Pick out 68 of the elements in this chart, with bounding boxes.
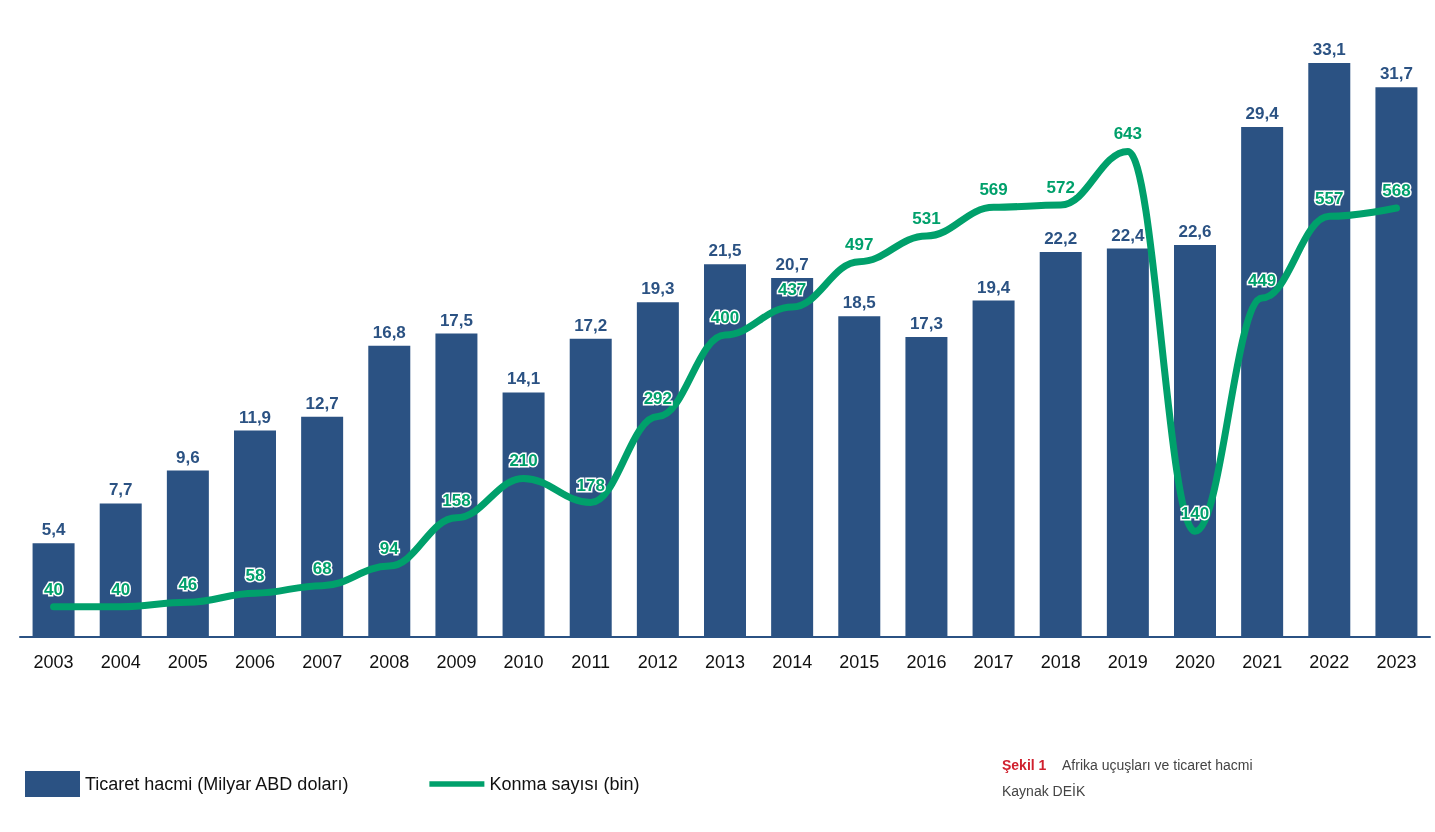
data-label: 557 (1315, 189, 1344, 209)
x-tick-label: 2004 (100, 652, 141, 672)
x-tick-label: 2018 (1040, 652, 1081, 672)
data-label: 33,1 (1312, 39, 1346, 59)
data-label: 568 (1382, 181, 1411, 201)
x-tick-label: 2007 (302, 652, 343, 672)
data-label: 58 (245, 566, 265, 586)
data-label: 40 (44, 579, 64, 599)
data-label: 17,3 (909, 313, 943, 333)
data-label: 12,7 (305, 393, 339, 413)
x-tick-label: 2010 (503, 652, 544, 672)
x-tick-label: 2006 (234, 652, 276, 672)
data-label: 19,4 (977, 277, 1011, 297)
x-tick-label: 2022 (1309, 652, 1350, 672)
data-label: 140 (1180, 504, 1210, 524)
x-tick-label: 2023 (1376, 652, 1417, 672)
data-label: 46 (178, 575, 198, 595)
x-tick-label: 2012 (637, 652, 678, 672)
data-label: 11,9 (238, 407, 272, 427)
data-label: 17,2 (574, 315, 608, 335)
data-label: 31,7 (1379, 64, 1413, 84)
data-label: 292 (643, 389, 673, 409)
data-label: 68 (312, 558, 332, 578)
x-tick-label: 2008 (369, 652, 410, 672)
x-tick-label: 2015 (839, 652, 880, 672)
data-label: 19,3 (641, 279, 675, 299)
data-label: 643 (1113, 124, 1143, 144)
x-tick-label: 2019 (1107, 652, 1148, 672)
data-label: 9,6 (176, 447, 200, 467)
data-label: 22,2 (1044, 228, 1078, 248)
x-tick-label: 2020 (1174, 652, 1216, 672)
text: Afrika uçuşları ve ticaret hacmi (1062, 757, 1253, 773)
data-label: 17,5 (439, 310, 473, 330)
data-label: 210 (509, 451, 538, 471)
text: Şekil 1 (1002, 757, 1047, 773)
data-label: 178 (576, 475, 605, 495)
data-label: 569 (979, 180, 1008, 200)
data-label: 437 (777, 279, 807, 299)
data-label: 158 (442, 490, 471, 510)
x-tick-label: 2009 (436, 652, 477, 672)
data-label: 400 (710, 307, 740, 327)
data-label: 21,5 (708, 241, 742, 261)
data-label: 7,7 (108, 480, 133, 500)
x-tick-label: 2021 (1242, 652, 1283, 672)
data-label: 20,7 (775, 255, 809, 274)
legend-label: Konma sayısı (bin) (489, 774, 640, 794)
data-label: 531 (912, 208, 941, 228)
legend-label: Ticaret hacmi (Milyar ABD doları) (85, 774, 349, 794)
x-tick-label: 2013 (704, 652, 746, 672)
data-label: 16,8 (372, 322, 406, 342)
data-label: 572 (1046, 178, 1075, 198)
data-label: 40 (111, 579, 131, 599)
x-tick-label: 2003 (33, 652, 74, 672)
x-tick-label: 2011 (571, 652, 611, 672)
data-label: 449 (1247, 270, 1277, 290)
x-tick-label: 2014 (772, 652, 813, 672)
x-tick-label: 2005 (167, 652, 208, 672)
data-label: 18,5 (842, 293, 876, 313)
data-label: 22,4 (1111, 225, 1145, 245)
x-tick-label: 2016 (906, 652, 947, 672)
data-label: 5,4 (41, 520, 66, 540)
data-label: 22,6 (1178, 222, 1212, 242)
data-label: 14,1 (507, 369, 541, 389)
x-tick-label: 2017 (973, 652, 1014, 672)
data-label: 94 (379, 539, 400, 559)
data-label: 29,4 (1245, 104, 1280, 124)
data-label: 497 (845, 234, 874, 254)
text: Kaynak DEİK (1002, 782, 1086, 799)
